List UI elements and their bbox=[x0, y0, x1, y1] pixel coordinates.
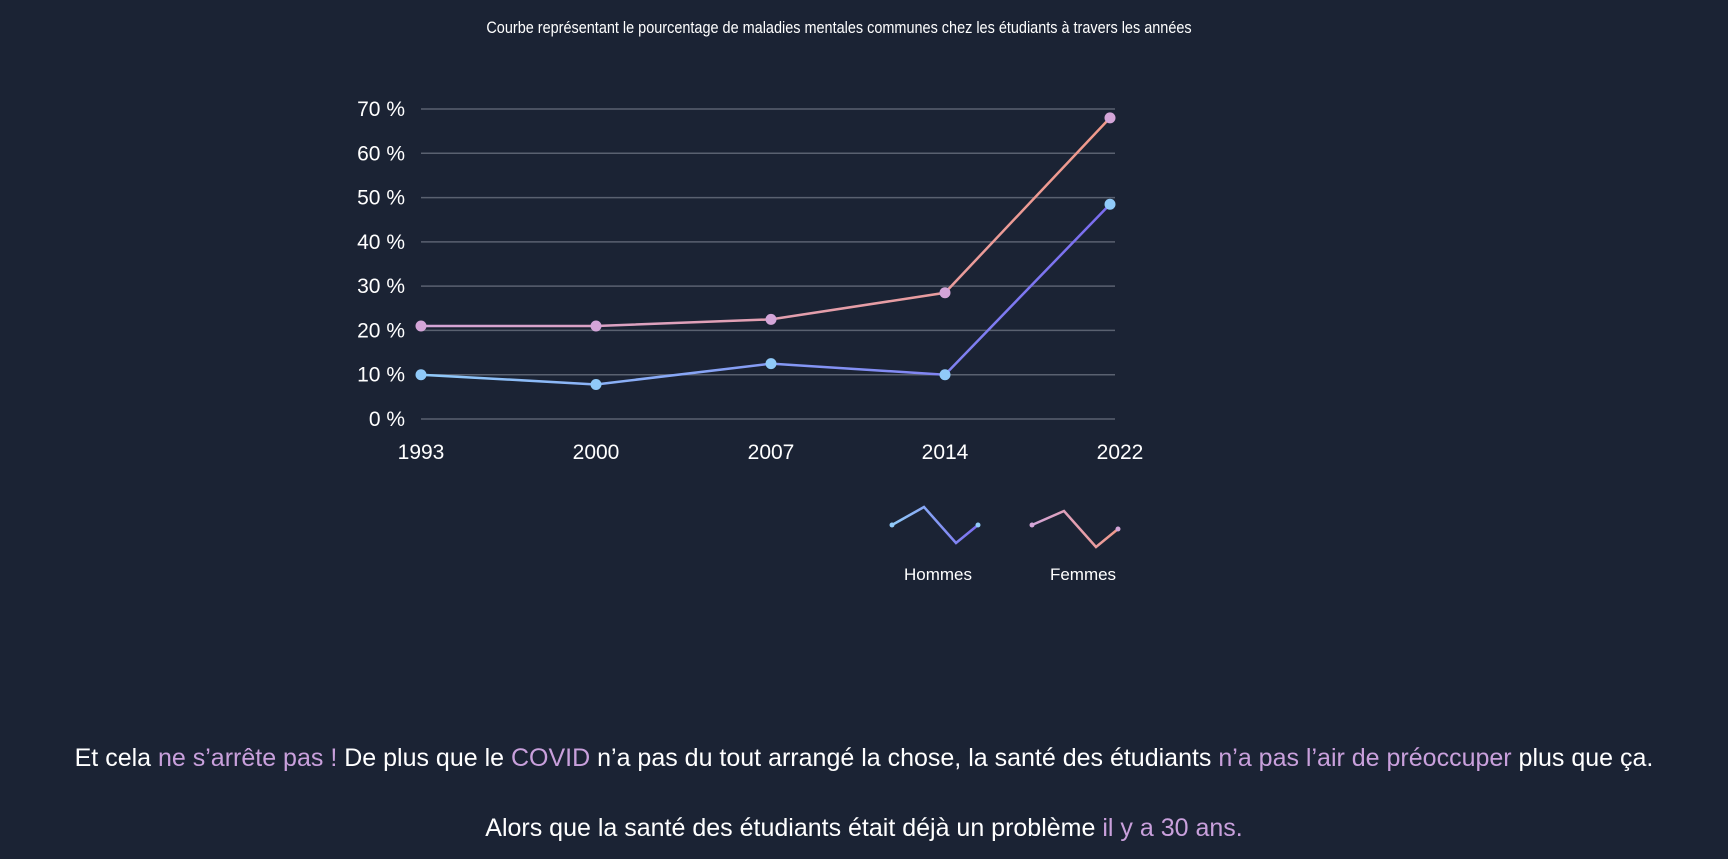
data-point bbox=[1104, 198, 1116, 210]
y-tick-label: 50 % bbox=[357, 187, 405, 210]
text-segment: Alors que la santé des étudiants était d… bbox=[485, 814, 1103, 842]
legend-swatch-hommes bbox=[891, 505, 979, 545]
x-tick-label: 1993 bbox=[398, 441, 445, 464]
y-tick-label: 10 % bbox=[357, 364, 405, 387]
data-point bbox=[1104, 112, 1116, 124]
series-line-hommes bbox=[420, 203, 1111, 386]
y-tick-label: 60 % bbox=[357, 142, 405, 165]
legend-swatch-femmes bbox=[1031, 509, 1119, 549]
text-segment: De plus que le bbox=[337, 744, 511, 772]
chart-title: Courbe représentant le pourcentage de ma… bbox=[486, 18, 1192, 37]
text-segment: Et cela bbox=[74, 744, 158, 772]
highlighted-text: COVID bbox=[510, 744, 591, 772]
paragraph-covid: Et cela ne s’arrête pas ! De plus que le… bbox=[0, 744, 1728, 773]
y-tick-label: 20 % bbox=[357, 319, 405, 342]
data-point bbox=[415, 369, 427, 381]
highlighted-text: n’a pas l’air de préoccuper bbox=[1218, 744, 1512, 772]
highlighted-text: ne s’arrête pas ! bbox=[158, 744, 338, 772]
data-point bbox=[765, 358, 777, 370]
y-tick-label: 0 % bbox=[369, 408, 405, 431]
text-segment: plus que ça. bbox=[1511, 744, 1654, 772]
data-point bbox=[765, 313, 777, 325]
data-point bbox=[939, 369, 951, 381]
x-tick-label: 2022 bbox=[1097, 441, 1144, 464]
legend-marker bbox=[1115, 526, 1121, 532]
series-line-femmes bbox=[421, 116, 1111, 328]
x-tick-label: 2014 bbox=[922, 441, 969, 464]
legend-label: Hommes bbox=[904, 565, 972, 584]
text-segment: n’a pas du tout arrangé la chose, la san… bbox=[590, 744, 1219, 772]
legend-marker bbox=[975, 522, 981, 528]
line-chart: 0 % 10 % 20 % 30 % 40 % 50 % 60 % 70 % 1993 2000 2… bbox=[357, 98, 1144, 584]
legend-marker bbox=[889, 522, 895, 528]
paragraph-30-years: Alors que la santé des étudiants était d… bbox=[0, 814, 1728, 843]
legend-marker bbox=[1029, 522, 1035, 528]
data-point bbox=[415, 320, 427, 332]
y-tick-label: 40 % bbox=[357, 231, 405, 254]
y-tick-label: 70 % bbox=[357, 98, 405, 121]
data-point bbox=[939, 287, 951, 299]
data-point bbox=[590, 378, 602, 390]
highlighted-text: il y a 30 ans. bbox=[1102, 814, 1243, 842]
y-tick-label: 30 % bbox=[357, 275, 405, 298]
legend-label: Femmes bbox=[1050, 565, 1116, 584]
x-tick-label: 2000 bbox=[573, 441, 620, 464]
data-point bbox=[590, 320, 602, 332]
x-tick-label: 2007 bbox=[748, 441, 795, 464]
